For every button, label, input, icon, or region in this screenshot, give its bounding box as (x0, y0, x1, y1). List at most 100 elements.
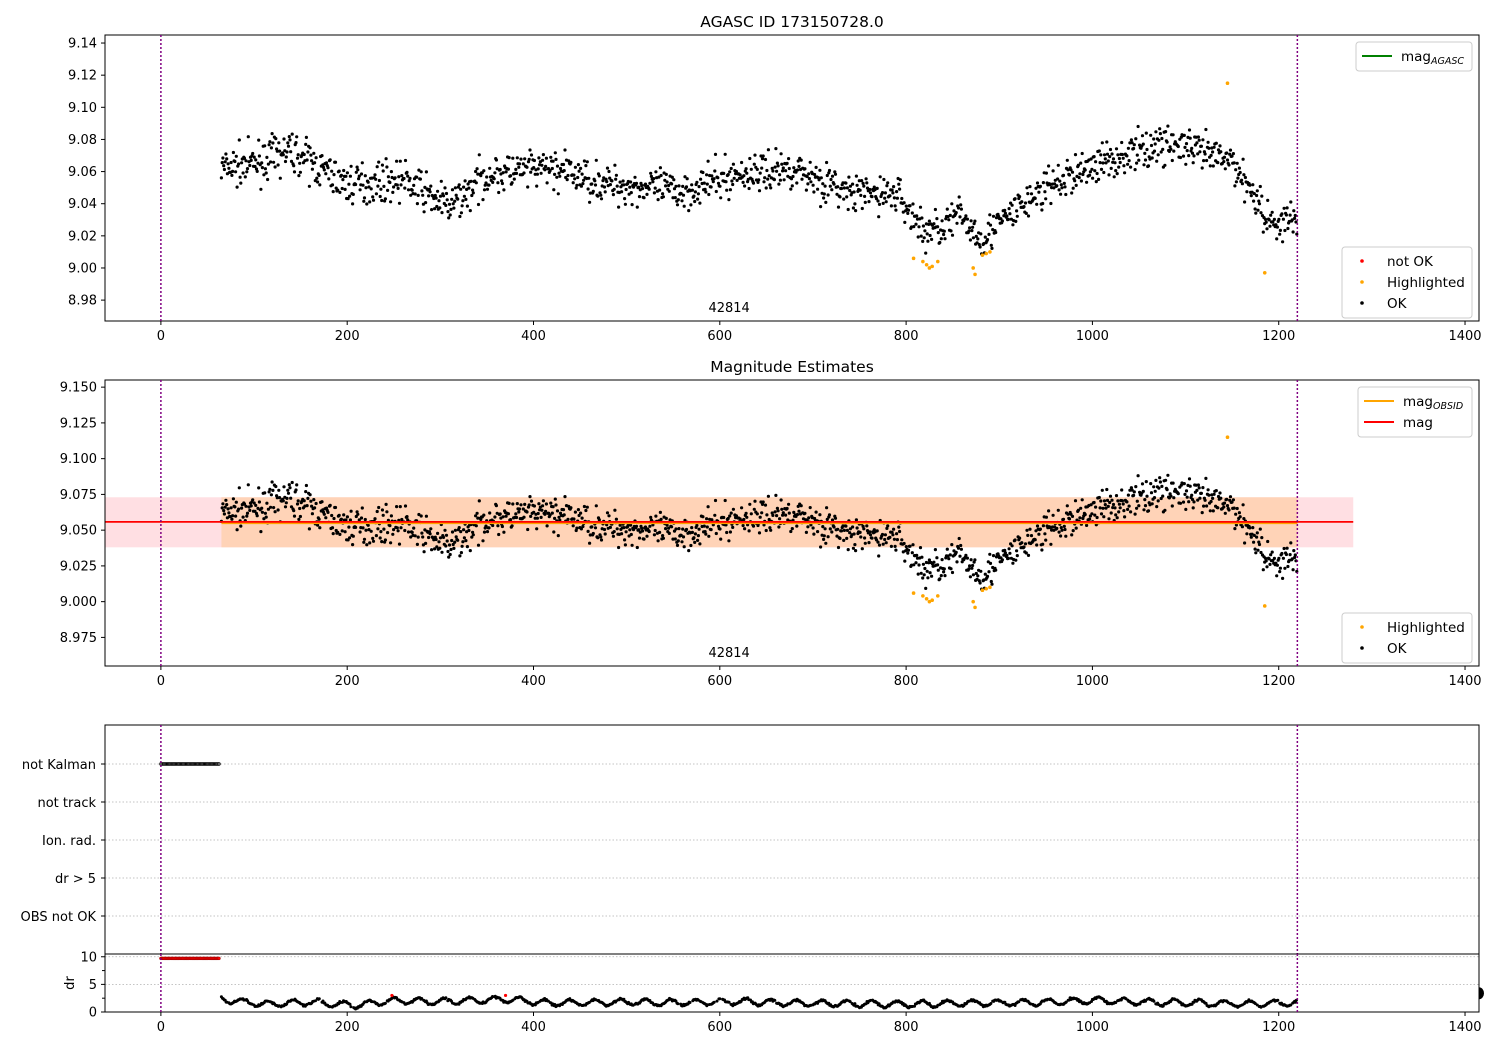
middle-ok-point (452, 546, 456, 551)
top-ok-point (273, 165, 277, 169)
middle-ok-point (1104, 506, 1108, 510)
middle-ok-point (245, 514, 249, 518)
top-ok-point (1225, 158, 1230, 162)
middle-ok-point (1275, 563, 1279, 567)
top-ok-point (304, 135, 308, 139)
middle-ok-point (441, 535, 446, 540)
top-x-tick-label: 1000 (1076, 329, 1109, 344)
top-ok-point (318, 183, 322, 187)
middle-ok-point (527, 503, 531, 507)
top-ok-point (504, 170, 508, 174)
middle-ok-point (927, 558, 932, 562)
top-ok-point (330, 183, 335, 187)
middle-ok-point (607, 514, 611, 518)
middle-ok-point (1050, 528, 1054, 532)
top-ok-point (707, 192, 711, 197)
top-ok-point (1118, 160, 1122, 165)
middle-ok-point (749, 512, 753, 516)
top-ok-point (833, 170, 837, 174)
middle-ok-point (263, 491, 267, 495)
top-ok-point (791, 174, 795, 179)
middle-ok-point (597, 518, 601, 522)
middle-ok-point (498, 512, 502, 516)
top-ok-point (928, 233, 932, 238)
top-y-tick-label: 9.06 (68, 165, 97, 180)
top-ok-point (410, 188, 414, 192)
middle-ok-point (1218, 491, 1222, 495)
middle-ok-point (507, 501, 511, 505)
middle-ok-point (506, 512, 510, 516)
top-ok-point (1150, 156, 1154, 160)
top-ok-point (1172, 149, 1176, 153)
top-ok-point (1160, 136, 1164, 141)
top-ok-point (452, 206, 456, 210)
top-ok-point (397, 201, 402, 205)
middle-ok-point (915, 553, 919, 557)
top-ok-point (956, 206, 961, 210)
middle-ok-point (231, 514, 235, 518)
top-ok-point (302, 152, 306, 157)
middle-ok-point (1277, 556, 1281, 561)
middle-ok-point (623, 538, 627, 542)
top-ok-point (940, 219, 944, 223)
middle-ok-point (698, 542, 702, 546)
top-ok-point (702, 181, 706, 185)
top-ok-point (449, 207, 453, 211)
top-ok-point (576, 163, 581, 167)
middle-ok-point (773, 510, 777, 514)
top-ok-point (766, 148, 771, 152)
middle-ok-point (331, 532, 335, 536)
middle-ok-point (673, 537, 677, 541)
top-ok-point (1182, 133, 1186, 137)
top-ok-point (692, 194, 696, 198)
middle-ok-point (1137, 504, 1141, 508)
top-ok-point (774, 147, 778, 151)
top-ok-point (298, 170, 302, 174)
top-x-tick-label: 800 (894, 329, 919, 344)
top-ok-point (838, 195, 842, 199)
middle-ok-point (1289, 541, 1293, 545)
middle-ok-point (1207, 493, 1211, 497)
top-ok-point (263, 144, 267, 148)
middle-ok-point (551, 505, 555, 509)
top-ok-point (412, 183, 416, 187)
top-ok-point (608, 176, 612, 180)
top-ok-point (574, 186, 578, 190)
middle-ok-point (548, 513, 552, 517)
middle-ok-point (1111, 502, 1116, 507)
middle-ok-point (1293, 553, 1297, 557)
top-ok-point (713, 169, 717, 173)
dr-edge-marker (1479, 987, 1485, 1000)
top-ok-point (377, 178, 381, 183)
top-ok-point (819, 176, 823, 180)
middle-ok-point (361, 526, 365, 530)
top-ok-point (1099, 153, 1103, 157)
top-ok-point (847, 175, 851, 179)
middle-ok-point (276, 508, 280, 512)
top-ok-point (444, 191, 449, 196)
top-ok-point (989, 243, 993, 247)
middle-ok-point (257, 486, 261, 490)
middle-ok-point (599, 538, 604, 542)
middle-ok-point (354, 525, 358, 530)
middle-ok-point (914, 561, 918, 565)
top-ok-point (990, 246, 994, 250)
dr-point (444, 996, 448, 1000)
top-ok-point (429, 184, 433, 188)
top-ok-point (1293, 213, 1297, 218)
top-ok-point (1141, 142, 1145, 146)
middle-ok-point (725, 530, 729, 535)
not-kalman-flag-point (208, 762, 212, 766)
top-y-tick-label: 9.14 (68, 37, 97, 52)
top-ok-point (358, 188, 362, 192)
top-ok-point (354, 170, 358, 174)
top-ok-point (672, 187, 677, 191)
top-ok-point (558, 174, 562, 178)
top-ok-point (1281, 217, 1285, 221)
top-ok-point (1133, 168, 1137, 172)
top-ok-point (1234, 180, 1238, 184)
middle-ok-point (681, 527, 685, 531)
top-ok-point (890, 188, 894, 192)
top-ok-point (272, 160, 276, 164)
middle-ok-point (926, 576, 930, 580)
